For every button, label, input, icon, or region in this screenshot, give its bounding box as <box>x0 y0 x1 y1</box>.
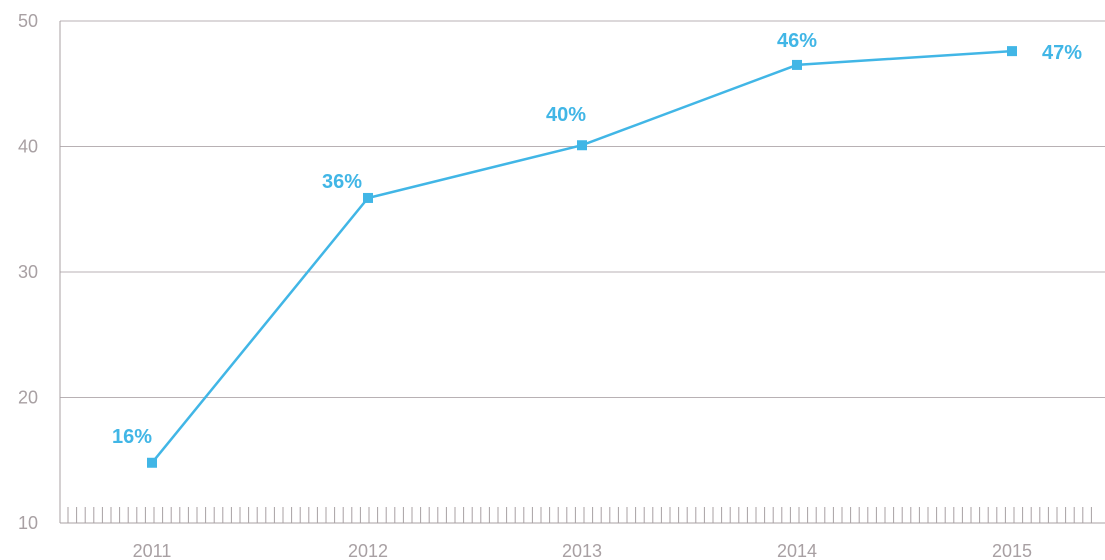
data-label-2012: 36% <box>322 171 362 193</box>
data-label-2013: 40% <box>546 104 586 126</box>
y-tick-label-50: 50 <box>18 11 38 31</box>
series-layer <box>147 46 1017 468</box>
x-tick-label-2011: 2011 <box>133 541 172 560</box>
y-tick-label-10: 10 <box>18 513 38 533</box>
x-tick-label-2015: 2015 <box>992 541 1032 560</box>
data-point-2012 <box>363 192 373 203</box>
x-tick-label-2014: 2014 <box>777 541 817 560</box>
y-tick-label-20: 20 <box>18 388 38 408</box>
x-tick-label-2013: 2013 <box>562 541 602 560</box>
axis-layer: 10 20 30 40 50 2011 2012 2013 2014 2015 <box>18 11 1105 560</box>
data-label-2014: 46% <box>777 30 817 52</box>
y-tick-label-30: 30 <box>18 262 38 282</box>
y-tick-label-40: 40 <box>18 137 38 157</box>
data-label-2011: 16% <box>112 426 152 448</box>
data-label-layer: 16% 36% 40% 46% 47% <box>112 30 1082 448</box>
grid-layer <box>60 20 1105 398</box>
data-point-2013 <box>577 140 587 151</box>
data-label-2015: 47% <box>1042 42 1082 64</box>
data-point-2015 <box>1007 46 1017 57</box>
x-tick-label-2012: 2012 <box>348 541 388 560</box>
data-point-2014 <box>792 59 802 70</box>
data-point-2011 <box>147 457 157 468</box>
